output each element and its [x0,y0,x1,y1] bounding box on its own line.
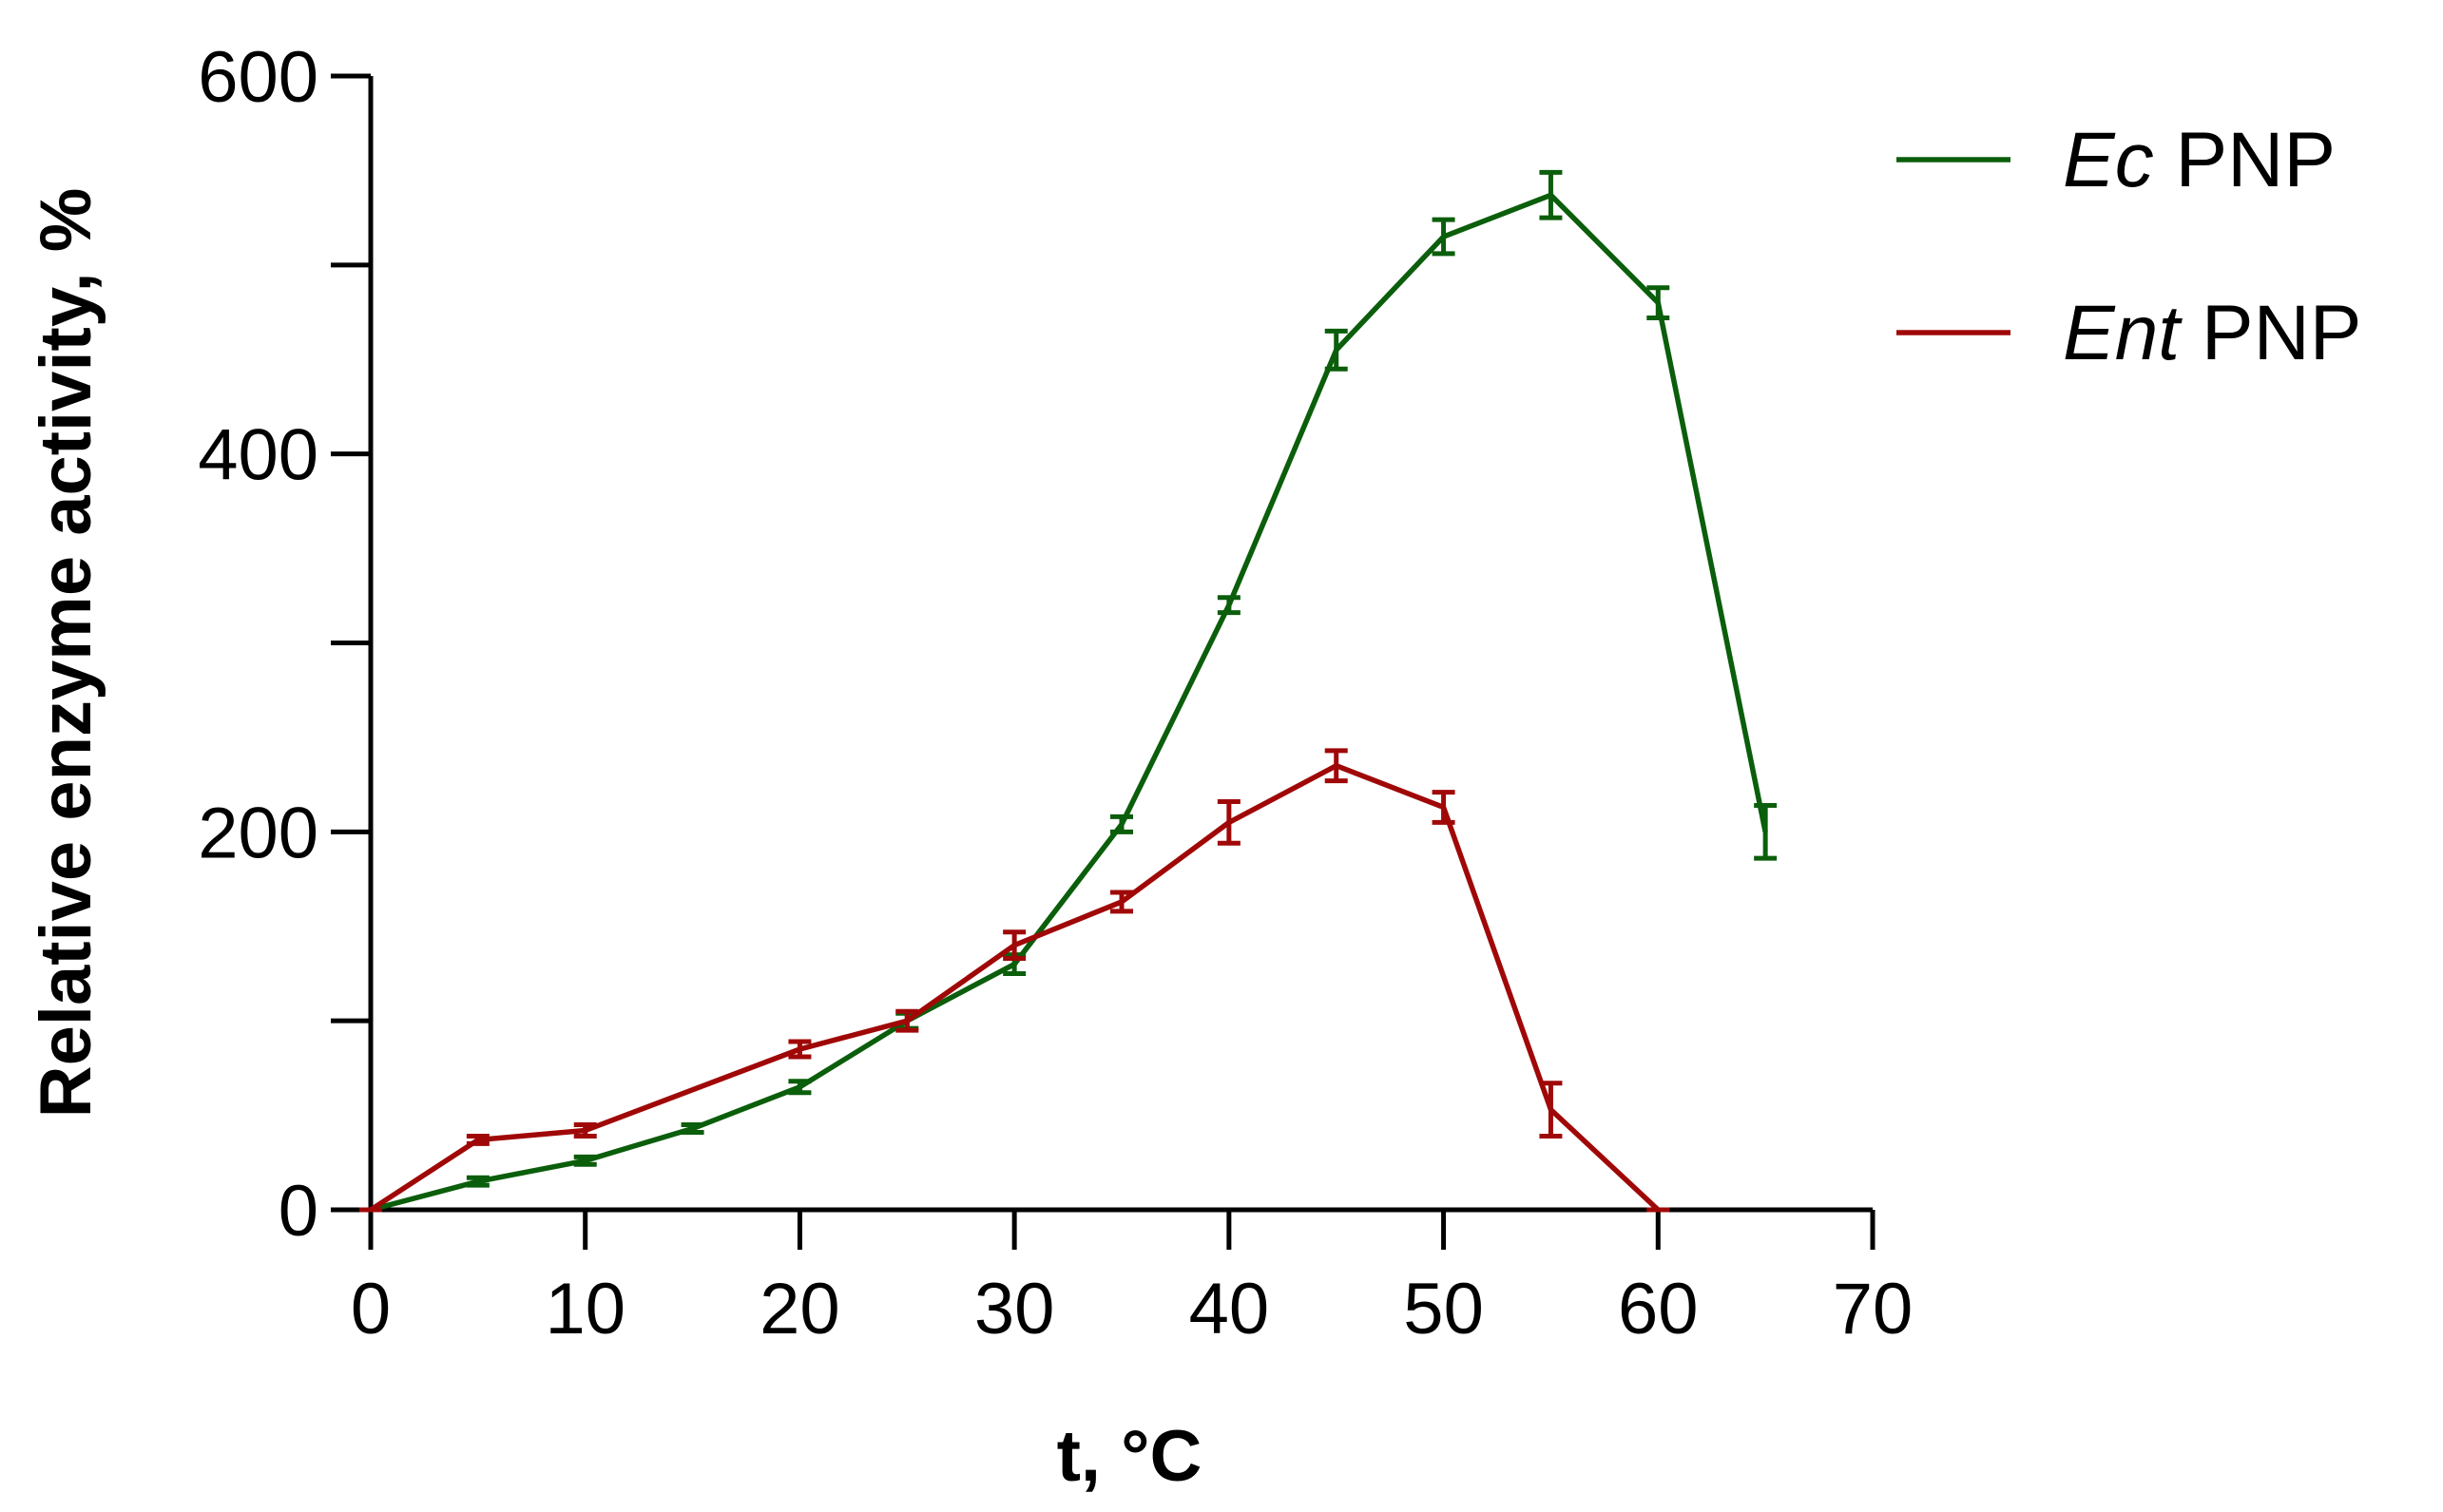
data-point [1110,890,1133,914]
x-tick-label: 20 [760,1269,840,1349]
data-point [1754,802,1778,861]
x-tick-label: 50 [1403,1269,1484,1349]
data-point [1324,328,1348,372]
series-line [370,192,1768,1213]
data-point [1110,813,1133,834]
data-point [788,1079,812,1096]
data-point [1539,169,1563,220]
axes: 0 10 20 30 40 50 60 70 0 200 400 600 [198,37,1913,1349]
legend-label-italic: Ec [2063,117,2154,203]
data-point [788,1039,812,1060]
x-tick-label: 0 [351,1269,391,1349]
data-point [1003,929,1027,962]
y-tick-label: 200 [198,793,318,873]
data-point [681,1122,704,1135]
data-point [1539,1081,1563,1139]
y-tick-label: 600 [198,37,318,118]
x-tick-label: 40 [1189,1269,1270,1349]
data-point [573,1154,597,1167]
y-axis-title: Relative enzyme activity, % [26,188,106,1119]
series-layer [359,169,1778,1213]
x-axis-title: t, °C [1057,1416,1202,1497]
data-point [573,1122,597,1139]
legend-label-rest: PNP [2154,117,2336,203]
data-point [895,1008,919,1033]
data-point [1432,217,1455,257]
data-point [466,1175,490,1188]
data-point [1432,790,1455,825]
data-point [1646,285,1670,321]
legend-item-ent-pnp: Ent PNP [1896,290,2361,376]
legend-label: Ec PNP [2063,117,2336,203]
legend-label: Ent PNP [2063,290,2361,376]
data-point [1217,595,1241,616]
x-tick-label: 10 [545,1269,625,1349]
legend-label-italic: Ent [2063,290,2183,376]
x-tick-label: 60 [1618,1269,1699,1349]
legend-label-rest: PNP [2180,290,2361,376]
x-tick-label: 70 [1833,1269,1914,1349]
data-point [1217,799,1241,846]
x-tick-label: 30 [974,1269,1055,1349]
series-line [369,762,1661,1213]
y-tick-label: 400 [198,415,318,496]
series-ent-pnp [359,748,1670,1213]
series-ec-pnp [359,169,1778,1213]
data-point [1324,748,1348,784]
y-tick-label: 0 [279,1171,318,1252]
legend-item-ec-pnp: Ec PNP [1896,117,2336,203]
data-point [466,1133,490,1146]
